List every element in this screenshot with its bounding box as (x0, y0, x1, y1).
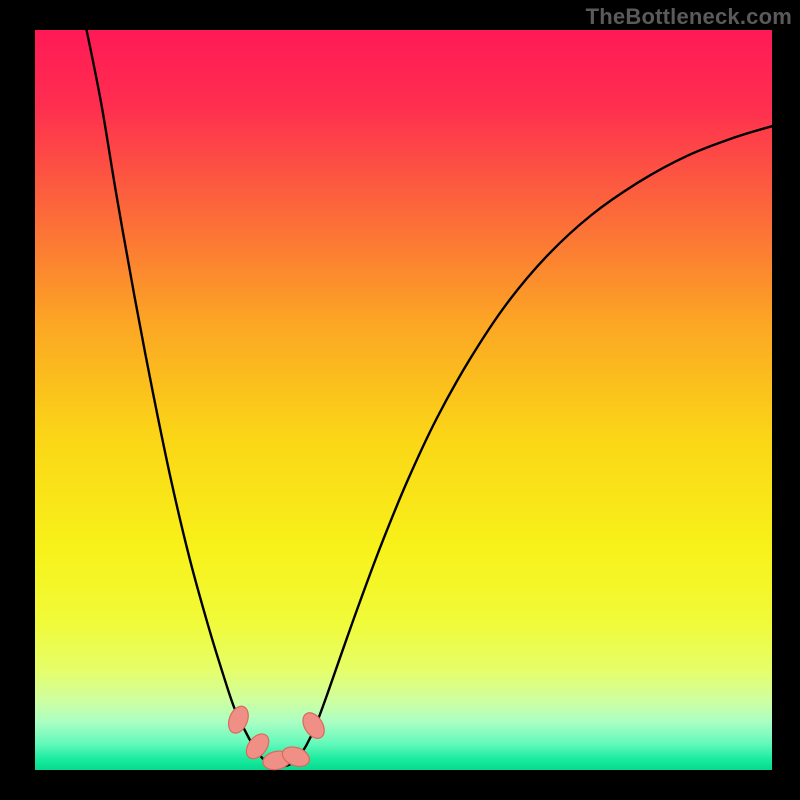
attribution-label: TheBottleneck.com (586, 4, 792, 30)
plot-background (35, 30, 772, 770)
chart-container: TheBottleneck.com (0, 0, 800, 800)
